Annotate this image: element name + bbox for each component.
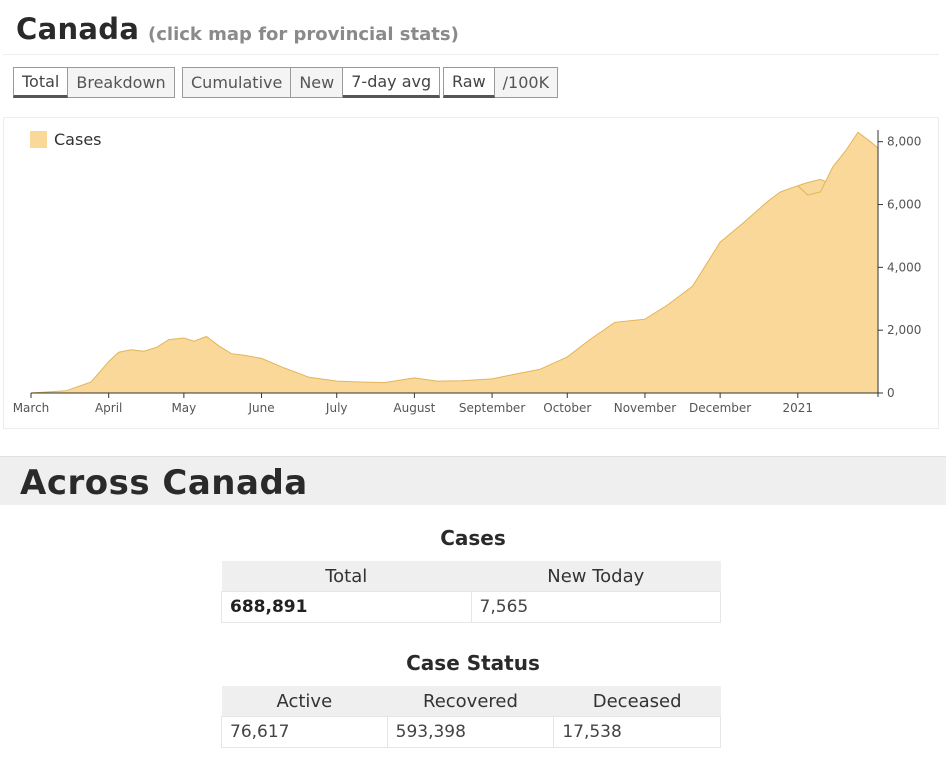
- table-row: 688,891 7,565: [221, 591, 722, 623]
- table-header: Active: [221, 686, 388, 717]
- x-tick-label: December: [689, 401, 751, 415]
- x-tick-label: April: [95, 401, 122, 415]
- cases-line-segment: [30, 178, 829, 394]
- axes: March April May June July August September Octo…: [13, 130, 921, 415]
- page-header: Canada (click map for provincial stats): [3, 4, 939, 55]
- y-tick-label: 2,000: [887, 323, 921, 337]
- cases-area-segment: [797, 132, 878, 394]
- cumulative-toggle-button[interactable]: Cumulative: [182, 67, 292, 98]
- chart-legend: Cases: [30, 130, 102, 149]
- y-tick-label: 6,000: [887, 198, 921, 212]
- x-tick-label: May: [171, 401, 196, 415]
- x-tick-label: October: [543, 401, 591, 415]
- case-status-table: Active Recovered Deceased 76,617 593,398…: [221, 686, 721, 748]
- x-tick-label: March: [13, 401, 50, 415]
- total-cases-value: 688,891: [221, 591, 472, 623]
- y-tick-label: 0: [887, 386, 895, 400]
- raw-toggle-button[interactable]: Raw: [443, 67, 495, 98]
- x-tick-label: September: [459, 401, 525, 415]
- y-tick-label: 8,000: [887, 135, 921, 149]
- cases-line-segment: [797, 131, 879, 196]
- x-tick-label: November: [614, 401, 676, 415]
- new-today-value: 7,565: [470, 591, 722, 623]
- page-title: Canada: [16, 12, 140, 46]
- mode-toggle-group: Cumulative New 7-day avg: [182, 67, 441, 100]
- x-tick-label: June: [247, 401, 274, 415]
- across-section-header: Across Canada: [0, 456, 946, 505]
- table-header-row: Active Recovered Deceased: [221, 686, 721, 717]
- recovered-value: 593,398: [386, 716, 555, 748]
- breakdown-toggle-button[interactable]: Breakdown: [68, 67, 175, 98]
- x-tick-label: July: [325, 401, 348, 415]
- across-title: Across Canada: [20, 463, 308, 503]
- table-header: Recovered: [387, 686, 554, 717]
- table-header: Deceased: [553, 686, 721, 717]
- active-value: 76,617: [221, 716, 388, 748]
- cases-table: Total New Today 688,891 7,565: [221, 561, 722, 623]
- x-tick-label: 2021: [783, 401, 814, 415]
- per-100k-toggle-button[interactable]: /100K: [494, 67, 559, 98]
- table-header-row: Total New Today: [221, 561, 721, 592]
- scale-toggle-group: Raw /100K: [443, 67, 559, 100]
- cases-chart-svg: March April May June July August September Octo…: [13, 130, 921, 415]
- new-toggle-button[interactable]: New: [291, 67, 344, 98]
- x-tick-label: August: [393, 401, 435, 415]
- view-toggle-group: Total Breakdown: [13, 67, 175, 100]
- table-row: 76,617 593,398 17,538: [221, 716, 721, 748]
- y-tick-label: 4,000: [887, 260, 921, 274]
- total-toggle-button[interactable]: Total: [13, 67, 69, 98]
- table-header: Total: [221, 561, 472, 592]
- page-subtitle: (click map for provincial stats): [148, 24, 459, 45]
- legend-swatch-cases: [30, 131, 47, 148]
- table-header: New Today: [471, 561, 721, 592]
- case-status-section-title: Case Status: [406, 651, 540, 675]
- plot-area: [30, 131, 879, 394]
- cases-section-title: Cases: [440, 526, 506, 550]
- cases-chart[interactable]: March April May June July August September Octo…: [3, 117, 939, 429]
- deceased-value: 17,538: [553, 716, 721, 748]
- cases-area-segment: [31, 179, 828, 393]
- legend-label-cases: Cases: [54, 130, 102, 149]
- seven-day-avg-toggle-button[interactable]: 7-day avg: [343, 67, 441, 98]
